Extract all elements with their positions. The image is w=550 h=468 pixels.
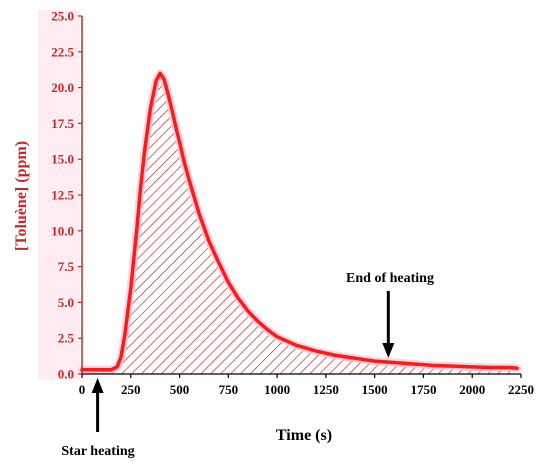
x-tick-label: 1250: [313, 382, 339, 397]
x-axis-title: Time (s): [276, 427, 332, 444]
x-tick-label: 500: [170, 382, 190, 397]
x-tick-label: 250: [121, 382, 141, 397]
x-tick-label: 1750: [410, 382, 436, 397]
area-fill: [82, 73, 518, 374]
annotation-star-heating: Star heating: [61, 444, 134, 459]
y-axis-title: [Toluène] (ppm): [13, 141, 30, 251]
y-tick-highlight-band: [38, 10, 80, 380]
y-tick-label: 15.0: [51, 152, 74, 167]
arrow-star-heating-head: [91, 378, 104, 393]
y-tick-label: 22.5: [51, 44, 74, 59]
y-tick-label: 0.0: [58, 367, 74, 382]
annotation-end-of-heating: End of heating: [346, 271, 434, 286]
axes-layer: [78, 15, 522, 432]
y-tick-label: 2.5: [58, 331, 75, 346]
y-tick-label: 20.0: [51, 80, 74, 95]
y-tick-label: 10.0: [51, 223, 74, 238]
arrow-end-heating-head: [382, 343, 395, 358]
grid-layer: [38, 10, 80, 380]
x-tick-label: 0: [79, 382, 86, 397]
x-tick-label: 2000: [459, 382, 485, 397]
series-line: [80, 71, 519, 372]
area-layer: [78, 69, 522, 374]
x-tick-label: 2250: [508, 382, 534, 397]
x-tick-label: 750: [219, 382, 239, 397]
y-tick-label: 17.5: [51, 116, 74, 131]
x-tick-label: 1000: [264, 382, 290, 397]
y-tick-label: 12.5: [51, 188, 74, 203]
y-tick-label: 5.0: [58, 295, 74, 310]
labels-layer: 0.0 2.5 5.0 7.5 10.0 12.5 15.0 17.5 20.0 22.5 25.0…: [51, 9, 534, 398]
y-tick-label: 7.5: [58, 259, 75, 274]
x-tick-label: 1500: [362, 382, 388, 397]
y-tick-label: 25.0: [51, 9, 74, 24]
